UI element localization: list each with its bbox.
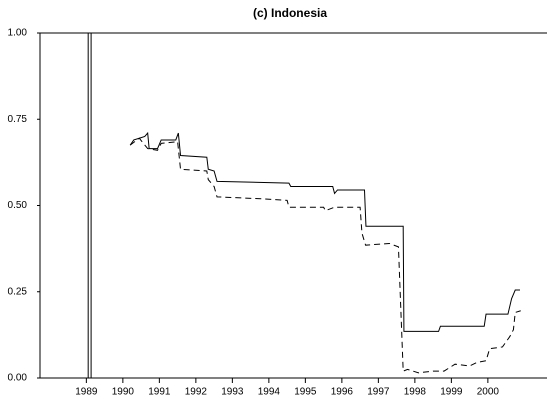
- x-tick-label: 1996: [331, 387, 354, 398]
- y-tick-label: 1.00: [8, 28, 28, 39]
- x-tick-label: 1999: [440, 387, 463, 398]
- x-tick-label: 1989: [75, 387, 98, 398]
- y-tick-label: 0.25: [8, 286, 28, 297]
- series-line: [129, 137, 521, 374]
- x-tick-label: 1993: [221, 387, 244, 398]
- series-line: [129, 131, 520, 332]
- x-tick-label: 1998: [404, 387, 427, 398]
- x-tick-label: 2000: [477, 387, 500, 398]
- y-tick-label: 0.00: [8, 373, 28, 384]
- x-tick-label: 1995: [294, 387, 317, 398]
- x-tick-label: 1994: [258, 387, 281, 398]
- x-tick-label: 1992: [185, 387, 208, 398]
- chart-title: (c) Indonesia: [253, 6, 327, 20]
- x-tick-label: 1990: [112, 387, 135, 398]
- y-tick-label: 0.75: [8, 114, 28, 125]
- y-tick-label: 0.50: [8, 200, 28, 211]
- x-tick-label: 1997: [367, 387, 390, 398]
- x-tick-label: 1991: [148, 387, 171, 398]
